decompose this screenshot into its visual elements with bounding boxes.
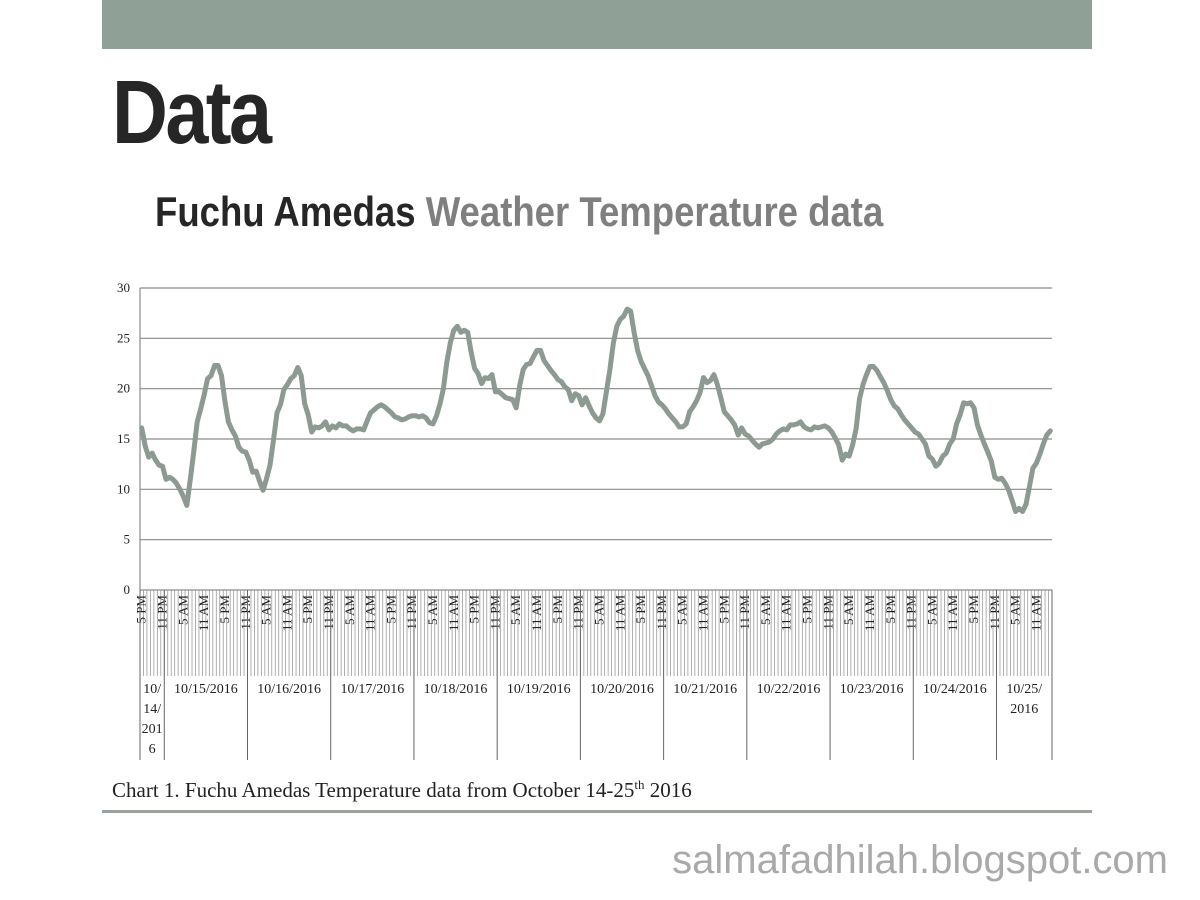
x-time-label: 11 AM bbox=[196, 595, 211, 631]
x-date-label: 10/16/2016 bbox=[257, 682, 321, 697]
y-tick-label: 5 bbox=[124, 532, 131, 547]
x-time-label: 5 AM bbox=[841, 595, 856, 625]
x-time-label: 5 AM bbox=[1008, 595, 1023, 625]
x-date-label: 10/19/2016 bbox=[507, 682, 571, 697]
y-tick-label: 25 bbox=[117, 330, 130, 345]
x-time-label: 5 PM bbox=[800, 595, 815, 624]
x-time-label: 5 AM bbox=[425, 595, 440, 625]
y-tick-label: 15 bbox=[117, 431, 130, 446]
x-time-label: 5 PM bbox=[217, 595, 232, 624]
x-time-label: 11 AM bbox=[695, 595, 710, 631]
x-time-label: 11 PM bbox=[238, 595, 253, 630]
x-date-label: 10/18/2016 bbox=[424, 682, 488, 697]
slide-title: Data bbox=[112, 63, 272, 163]
y-tick-label: 0 bbox=[124, 582, 131, 597]
x-time-label: 11 AM bbox=[862, 595, 877, 631]
x-time-label: 11 PM bbox=[820, 595, 835, 630]
x-time-label: 5 PM bbox=[633, 595, 648, 624]
x-time-label: 11 PM bbox=[737, 595, 752, 630]
x-time-label: 11 AM bbox=[529, 595, 544, 631]
x-time-label: 11 AM bbox=[612, 595, 627, 631]
x-time-label: 11 PM bbox=[155, 595, 170, 630]
x-time-label: 5 PM bbox=[467, 595, 482, 624]
chart-subtitle: Fuchu Amedas Weather Temperature data bbox=[155, 191, 883, 233]
x-time-label: 5 AM bbox=[924, 595, 939, 625]
x-date-label: 10/24/2016 bbox=[923, 682, 987, 697]
x-time-label: 5 AM bbox=[259, 595, 274, 625]
y-tick-label: 30 bbox=[117, 280, 130, 295]
x-time-label: 11 PM bbox=[904, 595, 919, 630]
x-time-label: 11 AM bbox=[363, 595, 378, 631]
x-time-label: 5 PM bbox=[966, 595, 981, 624]
x-time-label: 5 AM bbox=[675, 595, 690, 625]
x-date-label: 10/22/2016 bbox=[757, 682, 821, 697]
x-date-label: 10/23/2016 bbox=[840, 682, 904, 697]
x-time-label: 5 PM bbox=[550, 595, 565, 624]
x-time-label: 5 PM bbox=[383, 595, 398, 624]
x-date-label: 10/17/2016 bbox=[340, 682, 404, 697]
x-time-label: 11 AM bbox=[779, 595, 794, 631]
x-date-label: 10/14/201 6 bbox=[142, 682, 163, 757]
watermark: salmafadhilah.blogspot.com bbox=[672, 838, 1168, 882]
caption-main: Chart 1. Fuchu Amedas Temperature data f… bbox=[112, 778, 635, 802]
subtitle-part2: Weather Temperature data bbox=[425, 188, 884, 235]
x-time-label: 11 PM bbox=[321, 595, 336, 630]
x-time-label: 11 AM bbox=[1028, 595, 1043, 631]
x-time-label: 11 PM bbox=[571, 595, 586, 630]
x-time-label: 5 PM bbox=[300, 595, 315, 624]
x-time-label: 11 AM bbox=[945, 595, 960, 631]
x-time-label: 5 PM bbox=[716, 595, 731, 624]
x-time-label: 5 AM bbox=[758, 595, 773, 625]
subtitle-part1: Fuchu Amedas bbox=[155, 188, 416, 235]
x-date-label: 10/25/2016 bbox=[1006, 682, 1042, 717]
x-time-label: 5 AM bbox=[175, 595, 190, 625]
x-time-label: 11 PM bbox=[987, 595, 1002, 630]
x-time-label: 11 AM bbox=[446, 595, 461, 631]
x-time-label: 5 PM bbox=[883, 595, 898, 624]
temperature-series-line bbox=[139, 306, 1053, 514]
y-tick-label: 10 bbox=[117, 481, 130, 496]
x-time-label: 5 AM bbox=[508, 595, 523, 625]
x-time-label: 11 AM bbox=[279, 595, 294, 631]
top-bar bbox=[102, 0, 1092, 49]
x-time-label: 5 AM bbox=[342, 595, 357, 625]
temperature-line-chart: 0 5 10 15 20 25 30 5 PM 11 PM 5 AM 11 AM 5 PM 11 PM 5… bbox=[117, 280, 1053, 760]
x-time-label: 11 PM bbox=[487, 595, 502, 630]
bottom-rule bbox=[102, 810, 1092, 813]
y-tick-label: 20 bbox=[117, 381, 130, 396]
chart-caption: Chart 1. Fuchu Amedas Temperature data f… bbox=[112, 777, 692, 803]
x-time-label: 5 PM bbox=[134, 595, 149, 624]
caption-sup: th bbox=[634, 777, 645, 792]
x-time-label: 11 PM bbox=[404, 595, 419, 630]
x-date-label: 10/21/2016 bbox=[673, 682, 737, 697]
x-date-label: 10/15/2016 bbox=[174, 682, 238, 697]
x-date-label: 10/20/2016 bbox=[590, 682, 654, 697]
x-time-label: 11 PM bbox=[654, 595, 669, 630]
caption-end: 2016 bbox=[644, 778, 692, 802]
x-time-label: 5 AM bbox=[591, 595, 606, 625]
